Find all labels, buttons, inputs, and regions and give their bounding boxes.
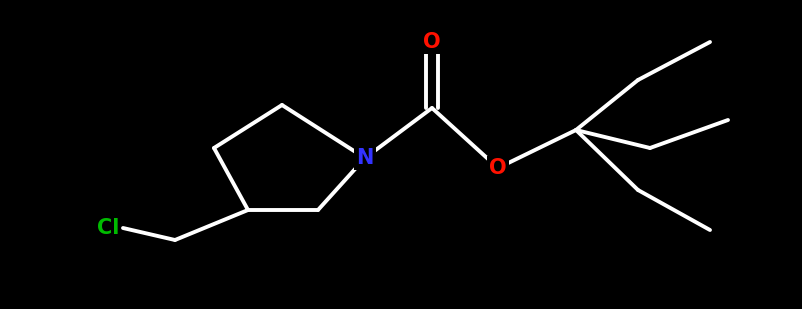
Text: Cl: Cl bbox=[97, 218, 119, 238]
Text: N: N bbox=[356, 148, 373, 168]
Text: O: O bbox=[423, 32, 440, 52]
Text: O: O bbox=[488, 158, 506, 178]
